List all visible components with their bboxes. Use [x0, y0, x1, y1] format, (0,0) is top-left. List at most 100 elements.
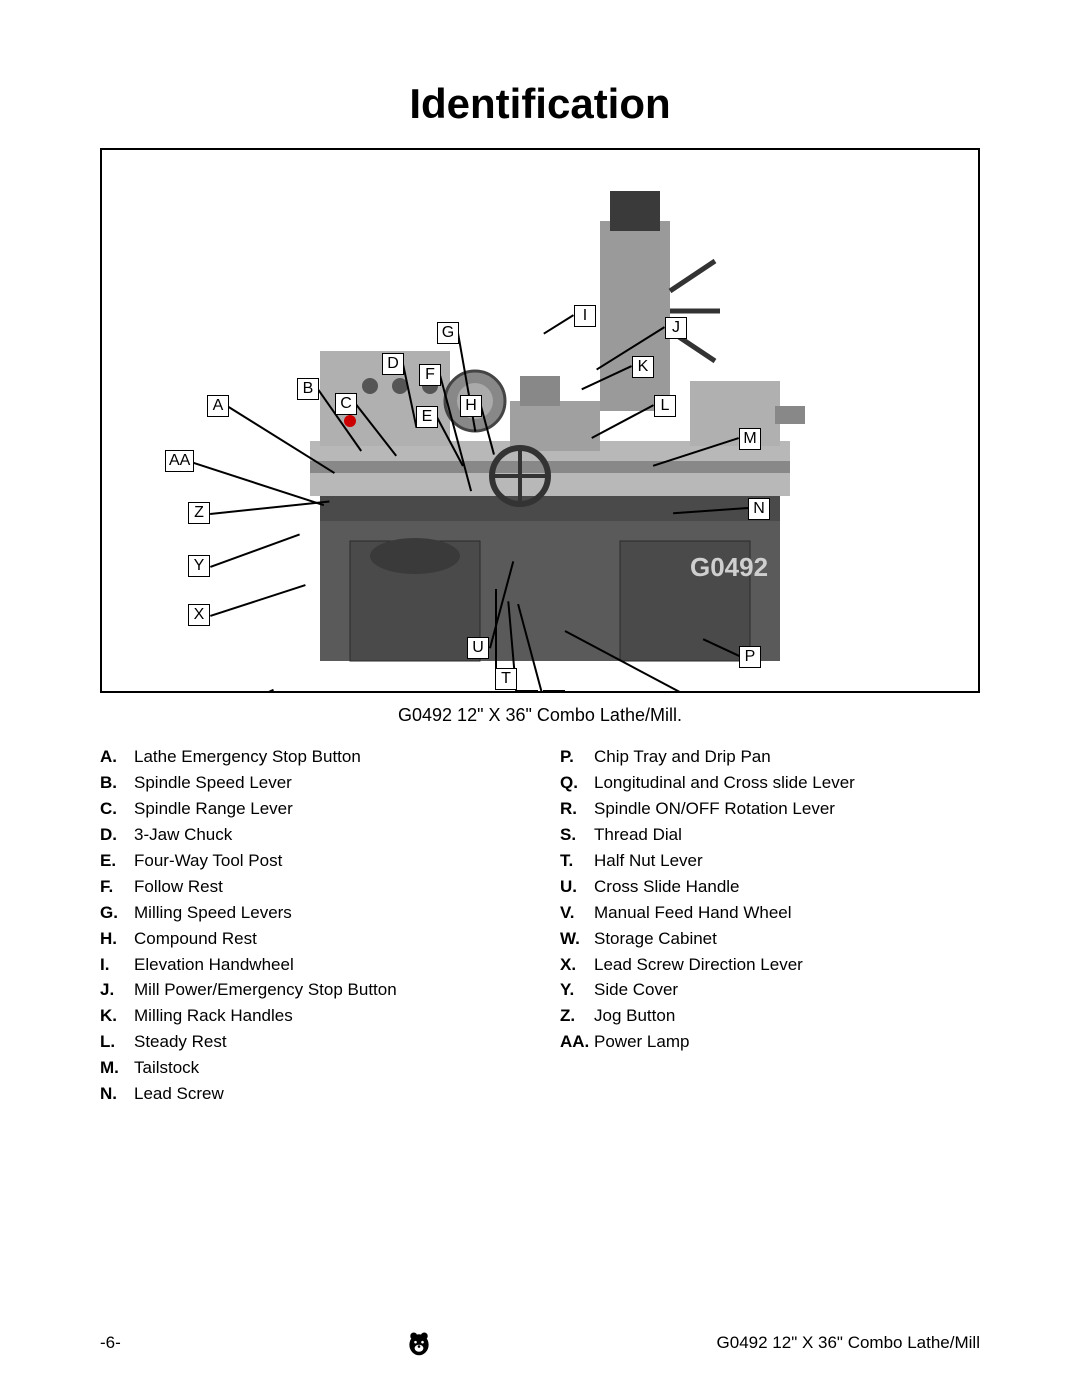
legend-description: Steady Rest [134, 1031, 520, 1054]
legend-item: W.Storage Cabinet [560, 928, 980, 951]
bear-logo-icon [405, 1329, 433, 1357]
legend-description: Manual Feed Hand Wheel [594, 902, 980, 925]
legend-letter: G. [100, 902, 134, 925]
legend-description: Spindle ON/OFF Rotation Lever [594, 798, 980, 821]
legend-letter: H. [100, 928, 134, 951]
callout-n: N [748, 498, 770, 520]
legend-item: F.Follow Rest [100, 876, 520, 899]
legend-description: Lathe Emergency Stop Button [134, 746, 520, 769]
legend-item: Z.Jog Button [560, 1005, 980, 1028]
legend-item: M.Tailstock [100, 1057, 520, 1080]
callout-z: Z [188, 502, 210, 524]
legend-item: Y.Side Cover [560, 979, 980, 1002]
legend-letter: N. [100, 1083, 134, 1106]
legend-item: B.Spindle Speed Lever [100, 772, 520, 795]
legend-letter: W. [560, 928, 594, 951]
legend-description: Tailstock [134, 1057, 520, 1080]
legend-description: Cross Slide Handle [594, 876, 980, 899]
callout-aa: AA [165, 450, 194, 472]
parts-legend: A.Lathe Emergency Stop Button B.Spindle S… [100, 746, 980, 1109]
footer-model: G0492 12" X 36" Combo Lathe/Mill [717, 1333, 980, 1353]
callout-h: H [460, 395, 482, 417]
callout-a: A [207, 395, 229, 417]
legend-item: U.Cross Slide Handle [560, 876, 980, 899]
legend-description: Storage Cabinet [594, 928, 980, 951]
callout-t: T [495, 668, 517, 690]
callout-r: R [543, 690, 565, 693]
legend-letter: AA. [560, 1031, 594, 1054]
legend-description: Lead Screw [134, 1083, 520, 1106]
legend-letter: J. [100, 979, 134, 1002]
legend-item: L.Steady Rest [100, 1031, 520, 1054]
callout-d: D [382, 353, 404, 375]
legend-column-right: P.Chip Tray and Drip PanQ.Longitudinal a… [560, 746, 980, 1109]
legend-description: Lead Screw Direction Lever [594, 954, 980, 977]
legend-description: Power Lamp [594, 1031, 980, 1054]
legend-description: Spindle Range Lever [134, 798, 520, 821]
legend-letter: V. [560, 902, 594, 925]
legend-description: Thread Dial [594, 824, 980, 847]
callout-l: L [654, 395, 676, 417]
page-number: -6- [100, 1333, 121, 1353]
legend-letter: C. [100, 798, 134, 821]
lathe-mill-illustration: G0492 [220, 161, 860, 681]
callout-x: X [188, 604, 210, 626]
legend-description: Follow Rest [134, 876, 520, 899]
legend-item: A.Lathe Emergency Stop Button [100, 746, 520, 769]
callout-f: F [419, 364, 441, 386]
legend-letter: S. [560, 824, 594, 847]
legend-item: N.Lead Screw [100, 1083, 520, 1106]
legend-letter: B. [100, 772, 134, 795]
callout-c: C [335, 393, 357, 415]
legend-item: J.Mill Power/Emergency Stop Button [100, 979, 520, 1002]
legend-letter: D. [100, 824, 134, 847]
legend-letter: X. [560, 954, 594, 977]
legend-letter: Q. [560, 772, 594, 795]
figure-caption: G0492 12" X 36" Combo Lathe/Mill. [100, 705, 980, 726]
identification-figure: G0492 AAAZYXVWBCDFEGHIJKLMNPQRSTU [100, 148, 980, 693]
callout-j: J [665, 317, 687, 339]
legend-letter: K. [100, 1005, 134, 1028]
page-footer: -6- G0492 12" X 36" Combo Lathe/Mill [100, 1329, 980, 1357]
callout-e: E [416, 406, 438, 428]
legend-description: Chip Tray and Drip Pan [594, 746, 980, 769]
legend-letter: E. [100, 850, 134, 873]
legend-column-left: A.Lathe Emergency Stop Button B.Spindle S… [100, 746, 520, 1109]
callout-g: G [437, 322, 459, 344]
legend-description: Compound Rest [134, 928, 520, 951]
page-title: Identification [100, 80, 980, 128]
svg-text:G0492: G0492 [690, 552, 768, 582]
legend-letter: Y. [560, 979, 594, 1002]
legend-letter: L. [100, 1031, 134, 1054]
legend-description: Half Nut Lever [594, 850, 980, 873]
legend-description: 3-Jaw Chuck [134, 824, 520, 847]
legend-item: Q.Longitudinal and Cross slide Lever [560, 772, 980, 795]
callout-y: Y [188, 555, 210, 577]
legend-description: Mill Power/Emergency Stop Button [134, 979, 520, 1002]
legend-item: P.Chip Tray and Drip Pan [560, 746, 980, 769]
legend-letter: Z. [560, 1005, 594, 1028]
legend-description: Spindle Speed Lever [134, 772, 520, 795]
legend-letter: U. [560, 876, 594, 899]
legend-letter: R. [560, 798, 594, 821]
legend-item: S.Thread Dial [560, 824, 980, 847]
callout-u: U [467, 637, 489, 659]
legend-item: V.Manual Feed Hand Wheel [560, 902, 980, 925]
callout-s: S [516, 690, 538, 693]
callout-p: P [739, 646, 761, 668]
legend-letter: P. [560, 746, 594, 769]
legend-description: Longitudinal and Cross slide Lever [594, 772, 980, 795]
legend-letter: M. [100, 1057, 134, 1080]
legend-description: Side Cover [594, 979, 980, 1002]
legend-item: R.Spindle ON/OFF Rotation Lever [560, 798, 980, 821]
callout-k: K [632, 356, 654, 378]
leader-line [187, 689, 274, 693]
legend-description: Jog Button [594, 1005, 980, 1028]
callout-b: B [297, 378, 319, 400]
legend-description: Milling Rack Handles [134, 1005, 520, 1028]
legend-letter: F. [100, 876, 134, 899]
legend-item: AA.Power Lamp [560, 1031, 980, 1054]
legend-item: H.Compound Rest [100, 928, 520, 951]
callout-m: M [739, 428, 761, 450]
legend-item: X.Lead Screw Direction Lever [560, 954, 980, 977]
